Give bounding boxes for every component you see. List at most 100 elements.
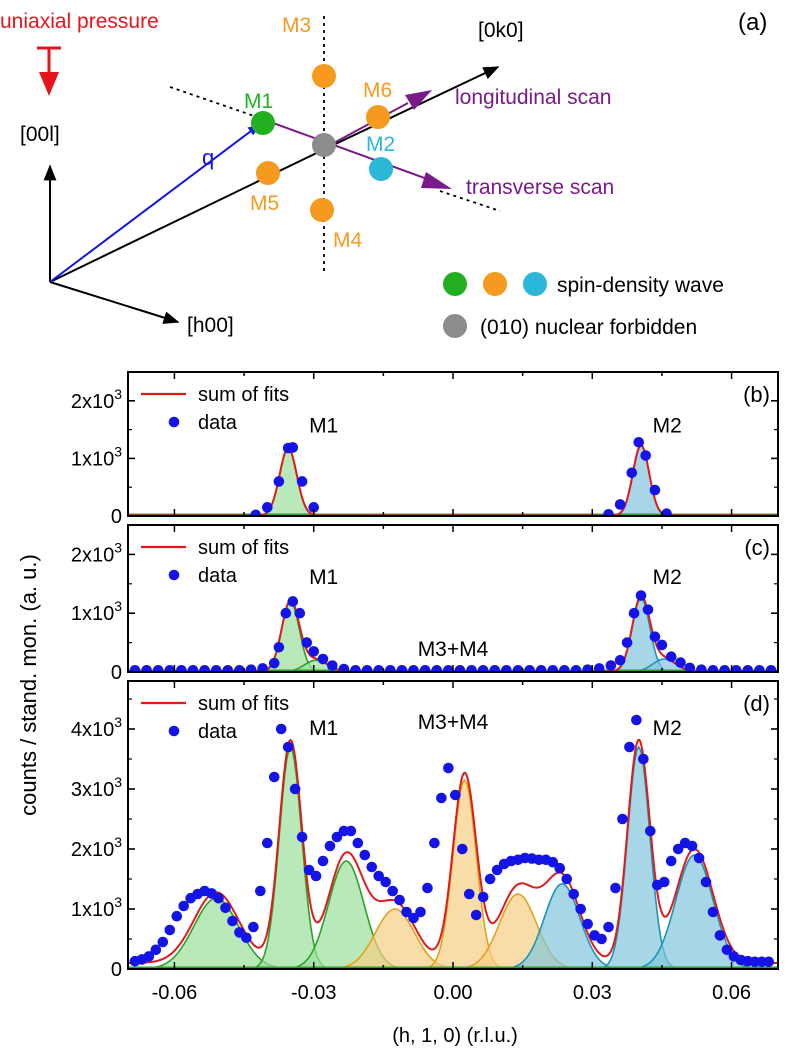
- data-point-c-35: [501, 664, 512, 672]
- plot-panel-d: 0 1x103 2x103 3x103 4x103 -0.06 -0.03 0.00 0.03 0…: [71, 680, 779, 1004]
- data-point-d-64: [575, 903, 586, 915]
- legend-data-text-c: data: [198, 565, 238, 587]
- data-point-d-37: [387, 885, 398, 897]
- data-point-c-49: [642, 604, 654, 615]
- data-point-d-41: [415, 906, 426, 918]
- data-point-c-3: [164, 664, 176, 672]
- data-point-d-22: [282, 741, 294, 753]
- legend-data-swatch-b: [168, 416, 180, 428]
- panel-label-a: (a): [738, 9, 767, 36]
- y-axis-label: counts / stand. mon. (a. u.): [16, 554, 41, 816]
- data-point-d-72: [631, 714, 642, 726]
- data-point-d-16: [241, 932, 252, 944]
- peak-annotation-b-1: M2: [653, 414, 682, 437]
- data-point-d-4: [157, 936, 169, 948]
- x-tick-label-3: 0.03: [573, 982, 612, 1004]
- data-point-b-5: [296, 476, 308, 487]
- fit-component-d-7: [518, 745, 760, 969]
- data-point-d-19: [261, 837, 273, 849]
- data-point-d-24: [296, 831, 308, 843]
- data-point-c-15: [287, 596, 299, 607]
- peak-annotation-c-1: M3+M4: [418, 638, 489, 661]
- data-point-c-24: [373, 664, 385, 672]
- data-point-d-14: [227, 915, 238, 927]
- data-point-c-61: [765, 664, 777, 672]
- transverse-dotted-left: [169, 86, 261, 119]
- axis-0k0-label: [0k0]: [478, 19, 524, 42]
- data-point-d-52: [491, 864, 503, 876]
- data-point-d-77: [665, 855, 677, 867]
- peak-m4-label: M4: [333, 229, 362, 252]
- y-tick-label-d-0: 0: [111, 959, 122, 981]
- nuclear-forbidden-dot: [312, 133, 336, 157]
- q-vector: [49, 124, 260, 283]
- pressure-arrow: [37, 46, 61, 96]
- data-point-b-11: [640, 450, 651, 461]
- data-point-d-71: [624, 741, 635, 753]
- data-point-b-2: [273, 476, 285, 487]
- data-point-d-46: [450, 789, 461, 801]
- data-point-c-56: [707, 664, 719, 672]
- transverse-scan-label: transverse scan: [466, 176, 614, 199]
- peak-annotation-d-0: M1: [309, 717, 338, 740]
- data-point-c-50: [649, 631, 661, 643]
- data-point-c-38: [535, 664, 547, 672]
- data-point-c-7: [210, 664, 222, 672]
- plot-area-b: [128, 436, 778, 516]
- data-point-d-69: [610, 882, 621, 894]
- data-point-d-49: [470, 909, 482, 921]
- data-point-d-81: [693, 852, 705, 864]
- data-point-d-44: [436, 792, 447, 804]
- transverse-scan-line: [261, 118, 431, 181]
- data-point-c-28: [419, 664, 431, 672]
- legend-nuclear-text: (010) nuclear forbidden: [480, 316, 697, 339]
- axis-00l-label: [00l]: [20, 123, 60, 146]
- data-point-d-34: [366, 861, 378, 873]
- peak-m1-label: M1: [244, 90, 273, 113]
- data-point-d-47: [456, 843, 468, 855]
- data-point-d-3: [150, 944, 162, 956]
- data-point-c-43: [593, 663, 605, 672]
- data-point-d-91: [763, 956, 775, 968]
- data-point-c-59: [742, 664, 754, 672]
- y-tick-label-b-1: 1x103: [71, 443, 122, 470]
- data-point-c-6: [199, 664, 210, 672]
- peak-annotation-b-0: M1: [309, 414, 338, 437]
- legend-d: sum of fits data: [141, 693, 289, 743]
- data-point-c-55: [696, 664, 707, 672]
- x-axis-label: (h, 1, 0) (r.l.u.): [392, 1025, 518, 1047]
- legend-cyan-dot: [523, 272, 547, 296]
- data-point-d-20: [268, 771, 280, 783]
- data-point-c-1: [141, 664, 152, 672]
- peak-m2-label: M2: [366, 133, 395, 156]
- data-point-d-32: [352, 837, 364, 849]
- data-point-c-27: [408, 664, 419, 672]
- data-point-d-62: [561, 873, 573, 885]
- data-point-d-84: [714, 930, 726, 941]
- panel-label-b: (b): [743, 382, 770, 407]
- data-point-d-50: [477, 891, 489, 903]
- plot-panel-c: 0 1x103 2x103 (c) sum of fits data M1 M3+M4 M2: [71, 524, 779, 684]
- y-tick-label-d-4: 4x103: [71, 714, 122, 741]
- data-point-d-48: [463, 888, 475, 900]
- data-point-d-28: [324, 840, 336, 852]
- legend-data-text-d: data: [198, 721, 238, 743]
- data-point-d-25: [303, 864, 315, 876]
- data-point-c-52: [665, 651, 677, 663]
- data-point-d-35: [373, 870, 385, 882]
- data-point-c-0: [129, 664, 141, 672]
- data-point-c-13: [273, 642, 285, 653]
- data-point-b-9: [626, 467, 638, 479]
- x-tick-label-0: -0.06: [152, 982, 198, 1004]
- y-tick-label-d-2: 2x103: [71, 834, 122, 861]
- data-point-d-61: [554, 862, 566, 874]
- data-point-d-40: [408, 912, 419, 924]
- plot-area-c: [128, 590, 778, 672]
- data-point-c-19: [317, 653, 329, 665]
- legend-gray-dot: [443, 314, 467, 338]
- data-point-d-26: [310, 870, 322, 882]
- data-point-d-76: [658, 876, 670, 888]
- data-point-d-7: [178, 900, 190, 912]
- panel-label-c: (c): [744, 535, 770, 560]
- data-point-d-65: [582, 918, 593, 930]
